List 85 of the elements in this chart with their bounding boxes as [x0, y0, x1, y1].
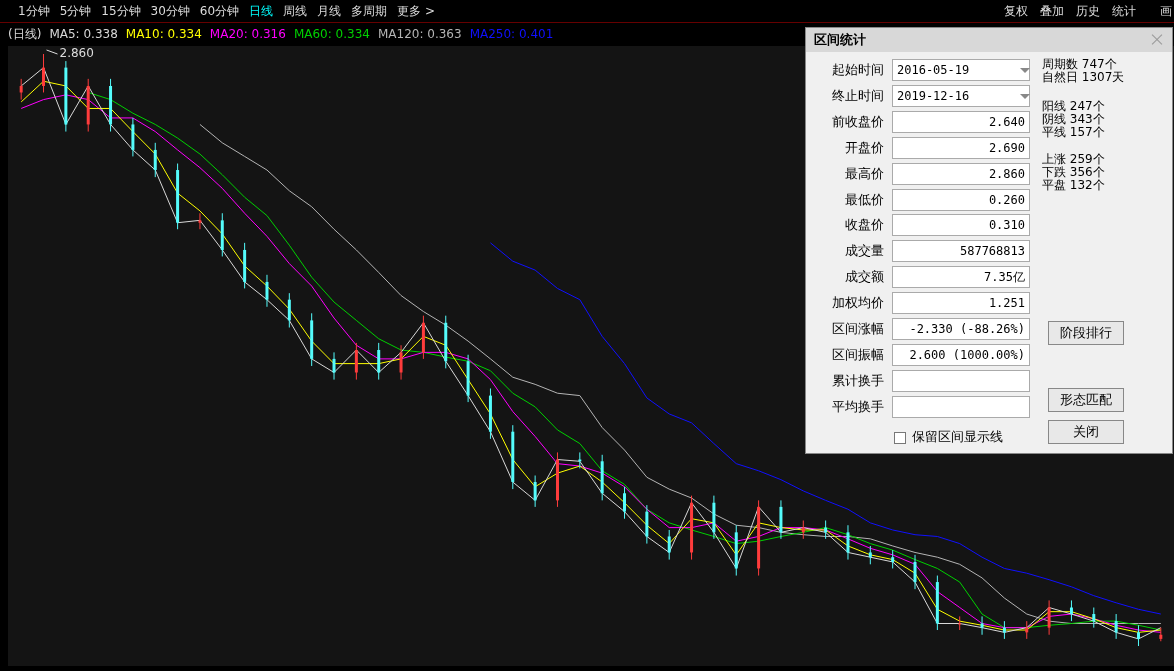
candlestick	[42, 53, 46, 93]
candlestick	[667, 529, 671, 561]
annotation: 2.600 (1000.00%)	[892, 343, 1030, 366]
annotation: 最高价	[844, 164, 884, 183]
candlestick	[198, 212, 202, 230]
candlestick	[846, 524, 850, 561]
candlestick	[1114, 613, 1118, 640]
annotation: 阴线 343个	[1042, 112, 1105, 126]
candlestick	[332, 351, 336, 381]
candlestick	[265, 274, 269, 308]
candlestick	[958, 615, 962, 631]
annotation: 关闭	[1048, 420, 1124, 444]
candlestick	[19, 78, 23, 101]
candlestick	[1092, 607, 1096, 629]
annotation: 加权均价	[831, 294, 884, 313]
annotation: 保留区间显示线	[912, 428, 1003, 446]
text: MA120: 0.363	[377, 27, 462, 41]
candlestick	[533, 475, 537, 508]
text: MA60: 0.334	[293, 27, 370, 41]
annotation: 起始时间	[831, 61, 884, 79]
annotation: 平均换手	[831, 397, 884, 416]
annotation: 2019-12-16	[892, 84, 1030, 107]
annotation: 区间涨幅	[831, 320, 884, 338]
annotation: 587768813	[892, 240, 1030, 263]
annotation: 7.35亿	[892, 266, 1030, 289]
text: MA250: 0.401	[469, 27, 554, 41]
annotation: 平盘 132个	[1042, 178, 1105, 192]
annotation: 下跌 356个	[1042, 165, 1105, 179]
annotation: 终止时间	[831, 86, 884, 105]
candlestick	[891, 549, 895, 569]
text: 画	[1160, 3, 1172, 20]
text: 日线	[249, 3, 274, 20]
text: 15分钟	[101, 3, 141, 20]
annotation: -2.330 (-88.26%)	[892, 318, 1030, 340]
candlestick	[913, 554, 917, 590]
annotation: 2016-05-19	[892, 59, 1030, 81]
candlestick	[399, 344, 403, 381]
annotation: 自然日 1307天	[1042, 70, 1125, 84]
annotation: 成交量	[844, 242, 884, 261]
annotation: 2.690	[892, 136, 1030, 159]
annotation: 2.860	[59, 46, 94, 61]
text: 叠加	[1040, 3, 1064, 20]
annotation: 0.260	[892, 188, 1030, 211]
text: MA5: 0.338	[49, 27, 118, 41]
text: 周线	[283, 3, 308, 20]
candlestick	[153, 142, 157, 178]
text: 更多 >	[397, 3, 435, 20]
text: 5分钟	[59, 3, 92, 20]
candlestick	[287, 292, 291, 328]
text: 复权	[1004, 3, 1028, 20]
annotation: 周期数 747个	[1042, 57, 1117, 71]
text: 月线	[317, 3, 342, 20]
text: 1分钟	[18, 3, 50, 20]
text: MA20: 0.316	[209, 27, 286, 41]
candlestick	[980, 615, 984, 636]
text: 历史	[1076, 3, 1100, 20]
text: 30分钟	[150, 3, 190, 20]
text: 多周期	[351, 3, 388, 20]
candlestick	[1047, 599, 1051, 636]
text: 统计	[1112, 3, 1136, 20]
annotation: 阳线 247个	[1042, 99, 1105, 113]
chart-title: (日线)	[8, 27, 42, 41]
annotation: 形态匹配	[1048, 388, 1124, 412]
annotation: 0.310	[892, 214, 1030, 237]
annotation: 开盘价	[844, 138, 884, 157]
text: 60分钟	[199, 3, 240, 20]
candlestick	[354, 342, 358, 381]
annotation: 前收盘价	[831, 112, 884, 131]
annotation: 上涨 259个	[1042, 152, 1105, 166]
annotation: 阶段排行	[1048, 321, 1124, 345]
annotation: 收盘价	[844, 216, 884, 235]
annotation: 1.251	[892, 292, 1030, 315]
candlestick	[623, 486, 627, 520]
annotation: 累计换手	[831, 371, 884, 390]
candlestick	[1069, 599, 1073, 622]
candlestick	[868, 545, 872, 565]
candlestick	[377, 342, 381, 381]
candlestick	[1136, 624, 1140, 647]
annotation: 成交额	[844, 268, 884, 287]
annotation: 区间振幅	[831, 345, 884, 364]
text: MA10: 0.334	[125, 27, 202, 41]
annotation: 2.640	[892, 110, 1030, 133]
annotation: 最低价	[844, 190, 884, 209]
annotation: 平线 157个	[1042, 125, 1105, 139]
annotation: 2.860	[892, 162, 1030, 185]
